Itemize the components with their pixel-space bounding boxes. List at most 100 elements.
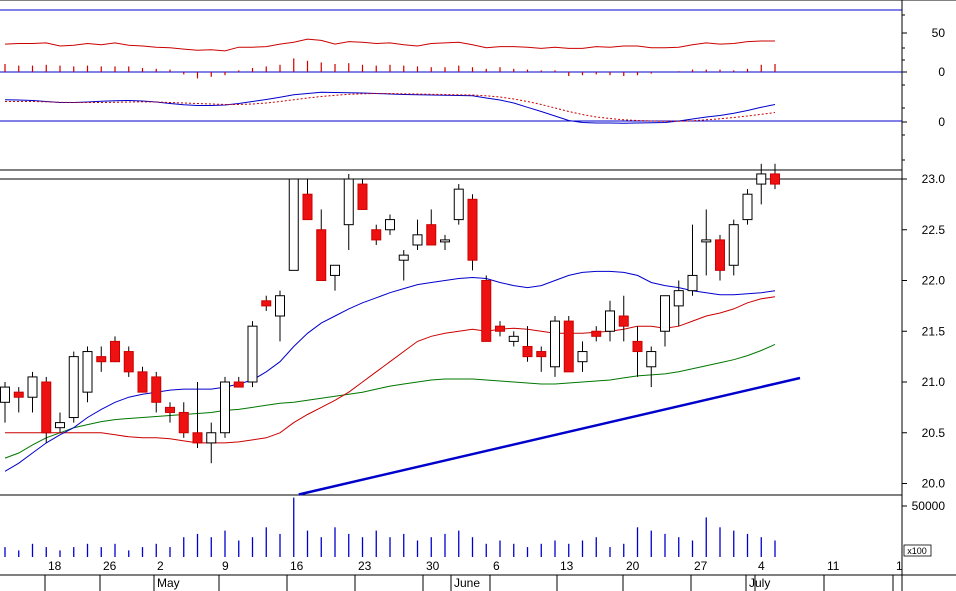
month-label: July xyxy=(749,576,770,590)
candle-body xyxy=(673,290,684,307)
candle-body xyxy=(728,224,739,266)
candle-body xyxy=(715,239,725,271)
candle-body xyxy=(123,351,134,373)
candle-body xyxy=(137,371,148,393)
candle-body xyxy=(426,224,437,246)
candle-body xyxy=(206,432,217,444)
x-tick-label: 4 xyxy=(758,559,765,573)
candle-body xyxy=(687,274,698,292)
candle-body xyxy=(13,391,24,398)
candle-body xyxy=(385,219,395,231)
x-tick-label: 18 xyxy=(48,559,62,573)
candle-body xyxy=(288,178,299,271)
candle-body xyxy=(165,406,175,413)
candle-body xyxy=(151,376,162,403)
x-tick-label: 1 xyxy=(896,559,903,573)
x-tick-label: 13 xyxy=(560,559,574,573)
candle-body xyxy=(27,376,38,398)
candle-body xyxy=(412,234,423,246)
x-tick-label: 2 xyxy=(157,559,164,573)
x-tick-label: 30 xyxy=(426,559,440,573)
macd-line xyxy=(4,91,776,124)
x-tick-label: 20 xyxy=(626,559,640,573)
volume-panel xyxy=(4,497,776,557)
x-tick-label: 6 xyxy=(493,559,500,573)
month-label: May xyxy=(157,576,180,590)
candle-body xyxy=(770,173,780,185)
candle-body xyxy=(55,422,65,429)
candle-body xyxy=(110,340,120,363)
price-tick-label: 21.0 xyxy=(922,375,946,389)
candle-body xyxy=(178,411,189,434)
rsi-panel xyxy=(0,9,902,79)
x-tick-label: 23 xyxy=(358,559,372,573)
candle-body xyxy=(343,178,354,226)
candle-body xyxy=(495,325,505,332)
macd-signal-line xyxy=(5,93,776,122)
candle-body xyxy=(646,351,657,368)
volume-unit-box xyxy=(903,544,932,557)
volume-tick-label: 50000 xyxy=(912,499,946,513)
candle-body xyxy=(96,356,107,363)
price-tick-label: 22.0 xyxy=(922,274,946,288)
candle-body xyxy=(522,345,533,358)
x-tick-label: 16 xyxy=(290,559,304,573)
candle-body xyxy=(261,300,272,307)
candle-body xyxy=(577,351,588,363)
candle-body xyxy=(550,320,560,368)
candle-body xyxy=(756,173,767,185)
price-tick-label: 21.5 xyxy=(922,324,946,338)
candle-body xyxy=(701,239,712,243)
candle-body xyxy=(563,320,574,373)
price-tick-label: 22.5 xyxy=(922,223,946,237)
axis-labels: 50 0 0 20.0 20.5 21.0 21.5 22.0 22.5 23.0 50000 x10… xyxy=(44,14,946,591)
candle-body xyxy=(0,386,10,403)
x-tick-label: 11 xyxy=(827,559,840,573)
rsi-line xyxy=(4,38,775,52)
ma-short-line xyxy=(4,270,776,472)
candle-body xyxy=(302,193,313,221)
price-tick-label: 23.0 xyxy=(922,172,946,186)
candle-body xyxy=(481,280,492,342)
price-panel xyxy=(0,163,902,496)
month-label: June xyxy=(454,576,480,590)
candle-body xyxy=(192,432,203,444)
candle-body xyxy=(742,193,753,221)
candle-body xyxy=(508,335,519,342)
momentum-tick-label: 0 xyxy=(938,65,945,79)
candle-body xyxy=(440,239,450,243)
candle-body xyxy=(605,310,615,332)
candle-body xyxy=(398,254,409,261)
candle-body xyxy=(357,183,368,210)
candle-body xyxy=(371,229,382,241)
candle-body xyxy=(41,381,52,434)
candle-body xyxy=(618,315,629,327)
candle-body xyxy=(632,340,643,353)
macd-tick-label: 0 xyxy=(938,115,945,129)
x-tick-label: 26 xyxy=(103,559,117,573)
ma-long-line xyxy=(4,343,776,459)
candle-body xyxy=(247,325,258,383)
x-tick-label: 9 xyxy=(222,559,229,573)
candle-body xyxy=(660,295,670,332)
ma-mid-line xyxy=(5,296,776,444)
macd-panel xyxy=(0,91,902,124)
price-tick-label: 20.5 xyxy=(922,426,946,440)
trendline xyxy=(298,376,801,496)
candle-body xyxy=(220,381,230,434)
candle-body xyxy=(82,351,93,393)
candle-body xyxy=(591,330,602,337)
candle-body xyxy=(330,264,340,276)
price-tick-label: 20.0 xyxy=(922,477,946,491)
x-tick-label: 27 xyxy=(694,559,708,573)
candle-body xyxy=(233,381,244,388)
rsi-tick-label: 50 xyxy=(932,26,946,40)
volume-unit-label: x100 xyxy=(907,546,927,556)
candle-body xyxy=(467,198,478,261)
candle-body xyxy=(68,356,79,419)
candle-body xyxy=(316,229,327,281)
candle-body xyxy=(536,351,547,358)
candle-body xyxy=(453,188,464,221)
